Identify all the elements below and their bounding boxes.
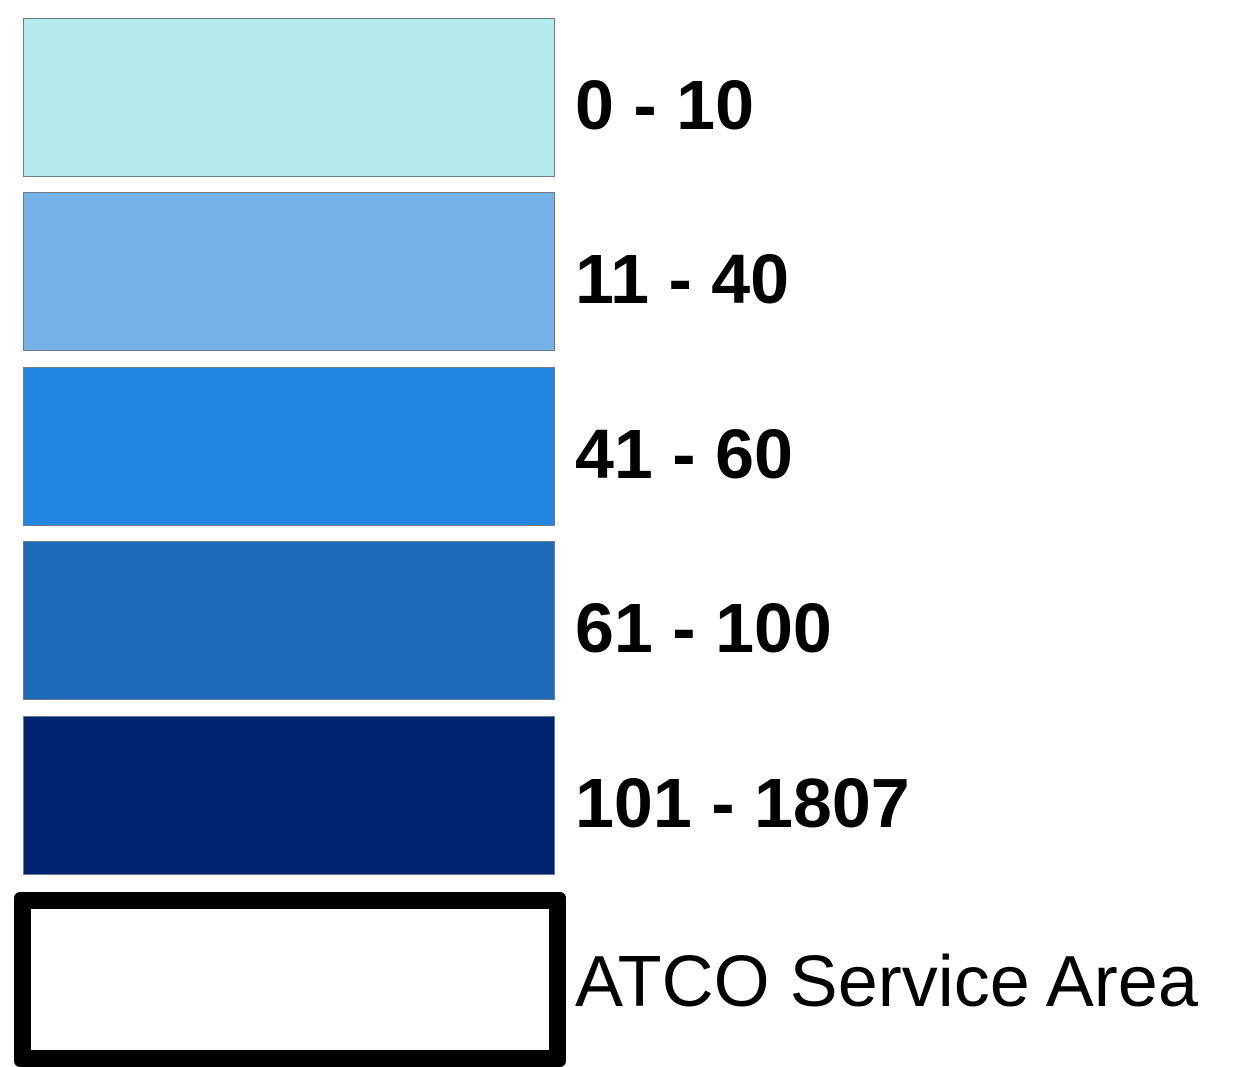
service-area-outline-swatch bbox=[14, 892, 566, 1067]
legend-label: 61 - 100 bbox=[575, 589, 832, 667]
legend-label: 101 - 1807 bbox=[575, 764, 910, 842]
legend-label: 0 - 10 bbox=[575, 66, 754, 144]
legend-swatch bbox=[23, 367, 555, 526]
legend-swatch bbox=[23, 192, 555, 351]
legend-swatch bbox=[23, 716, 555, 875]
legend-label: 41 - 60 bbox=[575, 415, 793, 493]
legend-swatch bbox=[23, 18, 555, 177]
service-area-label: ATCO Service Area bbox=[575, 942, 1198, 1022]
legend-label: 11 - 40 bbox=[575, 240, 790, 318]
legend-swatch bbox=[23, 541, 555, 700]
